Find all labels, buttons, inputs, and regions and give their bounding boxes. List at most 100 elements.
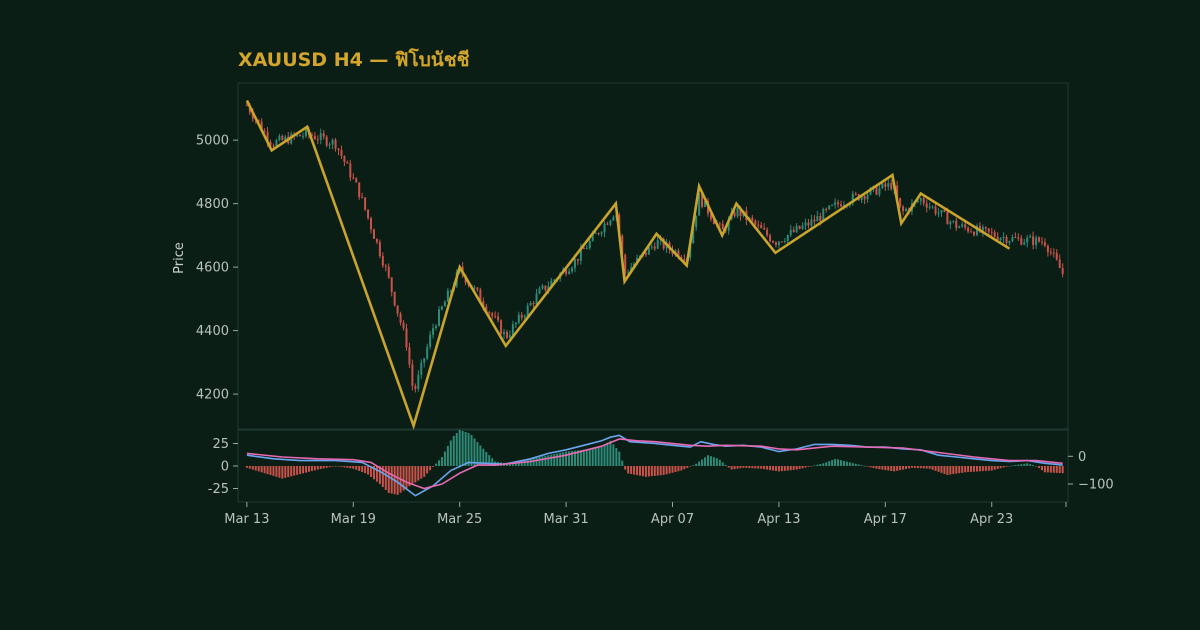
candle-body [443,301,446,307]
macd-histogram-bar [760,466,763,469]
candle-body [505,331,508,338]
candle-body [807,222,810,226]
macd-histogram-bar [251,466,254,470]
macd-y-axis: -25 0 25 [208,437,238,497]
macd-histogram-bar [674,466,677,472]
candle-body [1049,252,1052,254]
candle-body [1011,237,1014,242]
macd-histogram-bar [390,466,393,494]
candle-body [1026,237,1029,243]
candle-body [399,313,402,323]
macd-histogram-bar [736,466,739,469]
candle-body [763,228,766,230]
candle-body [760,225,763,229]
y-tick-label: 4800 [196,197,229,212]
candle-body [1008,241,1011,244]
macd-histogram-bar [910,466,913,468]
macd-histogram-bar [562,452,565,466]
macd-histogram-bar [319,466,322,469]
candle-body [337,148,340,151]
candle-body [934,206,937,214]
macd-histogram-bar [668,466,671,474]
candle-body [597,233,600,235]
candle-body [899,197,902,207]
candle-body [1043,242,1046,246]
macd-histogram-bar [313,466,316,471]
candle-body [1055,252,1058,260]
candle-body [576,258,579,261]
candle-body [786,234,789,242]
macd-histogram-bar [257,466,260,472]
macd-histogram-bar [724,464,727,466]
macd-histogram-bar [1055,466,1058,473]
candle-body [984,226,987,229]
macd-histogram-bar [585,449,588,466]
macd-histogram-bar [544,455,547,466]
macd-histogram-bar [579,450,582,466]
macd-histogram-bar [331,466,334,467]
candle-body [677,250,680,258]
candle-body [854,193,857,195]
macd-histogram-bar [316,466,319,470]
macd-histogram-bar [878,466,881,470]
candle-body [949,221,952,225]
candle-body [1014,237,1017,239]
candle-body [1061,268,1064,274]
y-tick-label: 5000 [196,134,229,149]
candle-body [393,291,396,306]
macd-histogram-bar [854,463,857,466]
candle-body [414,386,417,389]
macd-histogram-bar [683,466,686,470]
x-tick-label: Apr 13 [757,512,800,527]
candle-body [437,309,440,326]
macd-histogram-bar [322,466,325,469]
x-tick-label: Apr 23 [970,512,1013,527]
macd-histogram-bar [893,466,896,472]
candle-body [331,139,334,145]
macd-histogram-bar [763,466,766,470]
macd-histogram-bar [529,458,532,466]
macd-histogram-bar [774,466,777,471]
macd-histogram-bar [1029,464,1032,466]
macd-histogram-bar [479,445,482,466]
candle-body [364,197,367,210]
macd-histogram-bar [511,464,514,466]
candle-body [532,303,535,305]
candle-body [890,183,893,190]
candle-body [568,271,571,275]
macd-histogram-bar [260,466,263,473]
macd-histogram-bar [470,435,473,466]
candle-body [319,133,322,140]
candle-body [446,290,449,302]
macd-histogram-bar [857,464,860,466]
candle-body [780,241,783,243]
candle-body [272,145,275,147]
candle-body [1032,236,1035,245]
macd-histogram-bar [899,466,902,471]
macd-histogram-bar [429,466,432,471]
candle-body [1052,252,1055,254]
candle-body [887,183,890,187]
macd-histogram-bar [757,466,760,469]
y-tick-label: 4400 [196,324,229,339]
candle-body [801,225,804,229]
macd-histogram-bar [718,459,721,466]
candle-body [1035,237,1038,245]
macd-histogram-bar [1017,464,1020,466]
candle-body [981,226,984,232]
candle-body [837,202,840,205]
macd-histogram-bar [281,466,284,479]
candle-body [766,229,769,236]
x-axis: Mar 13 Mar 19 Mar 25 Mar 31 Apr 07 Apr 13 Apr … [224,502,1067,527]
candle-body [358,182,361,198]
macd-histogram-bar [630,466,633,475]
x-tick-label: Mar 13 [224,512,269,527]
macd-histogram-bar [618,451,621,466]
macd-histogram-bar [905,466,908,469]
macd-histogram-bar [627,466,630,474]
macd-histogram-bar [733,466,736,470]
macd-histogram-bar [845,461,848,466]
macd-histogram-bar [440,457,443,466]
candle-body [514,322,517,325]
candle-body [792,229,795,232]
